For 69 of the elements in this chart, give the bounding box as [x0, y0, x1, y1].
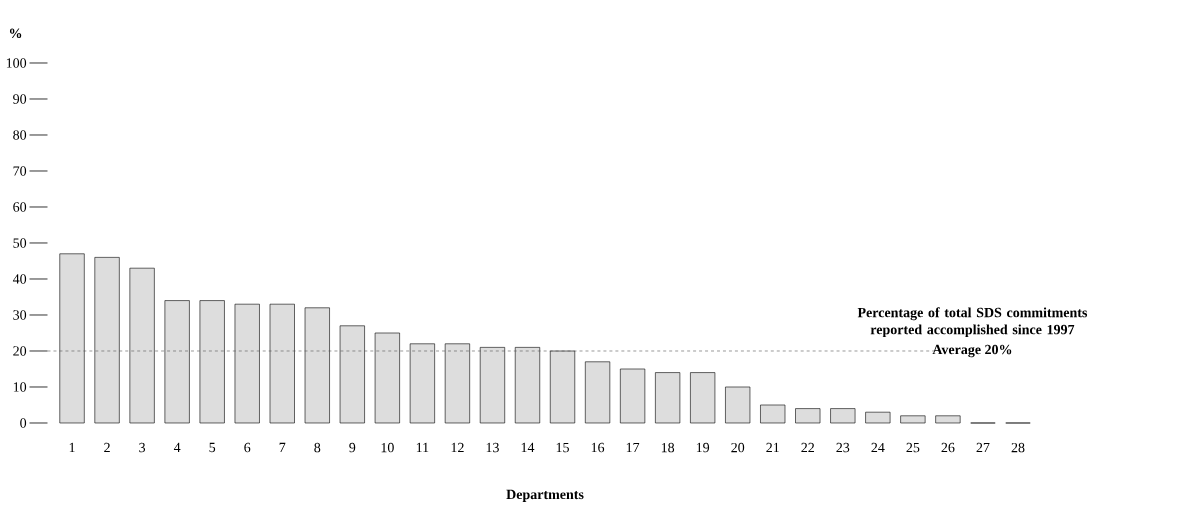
x-tick-label: 7 — [279, 443, 286, 453]
bar — [830, 408, 856, 424]
x-tick-label: 25 — [906, 443, 920, 453]
x-tick-label: 17 — [626, 443, 640, 453]
bar — [444, 343, 470, 424]
x-tick-label: 23 — [836, 443, 850, 453]
x-tick-label: 12 — [451, 443, 464, 453]
y-axis-title: % — [9, 28, 22, 39]
x-tick-label: 15 — [556, 443, 569, 453]
y-tick-label: 40 — [12, 274, 27, 284]
bar — [234, 304, 260, 424]
y-tick-label: 30 — [13, 310, 27, 320]
bar — [339, 325, 365, 424]
x-tick-label: 1 — [69, 443, 75, 453]
ref-line-label: Average 20% — [932, 344, 1012, 358]
y-tick-label: 70 — [13, 166, 27, 176]
y-tick-label: 60 — [13, 202, 27, 212]
x-tick-label: 6 — [244, 443, 251, 453]
x-tick-label: 11 — [416, 443, 429, 453]
annotation: Percentage of total SDS commitments reported accomplished since 1997 — [857, 307, 1088, 338]
bar — [199, 300, 225, 424]
x-tick-label: 9 — [349, 443, 356, 453]
x-tick-label: 24 — [871, 443, 885, 453]
y-tick-label: 10 — [13, 382, 27, 392]
x-tick-label: 20 — [731, 443, 745, 453]
bar — [374, 332, 400, 424]
x-axis-title: Departments — [506, 489, 584, 503]
bar — [620, 368, 646, 424]
x-tick-label: 28 — [1011, 443, 1025, 453]
x-tick-label: 26 — [941, 443, 955, 453]
bar — [690, 372, 716, 424]
x-tick-label: 10 — [381, 443, 394, 453]
y-tick-label: 100 — [6, 58, 27, 68]
bar — [725, 386, 751, 424]
bar — [900, 415, 926, 424]
y-tick-label: 80 — [13, 130, 27, 140]
x-tick-label: 13 — [486, 443, 499, 453]
bar — [269, 304, 295, 424]
bar — [865, 412, 891, 424]
bar — [760, 404, 786, 424]
bar — [514, 347, 541, 424]
bar — [585, 361, 611, 424]
x-tick-label: 3 — [139, 443, 146, 453]
bar — [129, 268, 155, 424]
x-tick-label: 16 — [591, 443, 605, 453]
bar — [549, 350, 576, 424]
bar — [94, 257, 120, 424]
bar — [59, 253, 85, 424]
x-tick-label: 2 — [104, 443, 110, 453]
y-tick-label: 50 — [13, 238, 27, 248]
bar — [935, 415, 961, 424]
x-tick-label: 5 — [209, 443, 216, 453]
x-tick-label: 14 — [521, 443, 535, 453]
x-tick-label: 27 — [976, 443, 990, 453]
x-tick-label: 21 — [766, 443, 779, 453]
bar — [479, 347, 506, 424]
bar — [795, 408, 821, 424]
x-tick-label: 18 — [661, 443, 675, 453]
y-tick-label: 20 — [13, 346, 27, 356]
y-tick-label: 0 — [20, 418, 27, 428]
bar — [655, 372, 681, 424]
x-tick-label: 4 — [173, 443, 181, 453]
x-tick-label: 8 — [314, 443, 321, 453]
bar — [164, 300, 190, 424]
x-tick-label: 22 — [801, 443, 815, 453]
x-tick-label: 19 — [696, 443, 710, 453]
y-tick-label: 90 — [13, 94, 27, 104]
bar — [409, 343, 435, 424]
bar — [304, 307, 330, 424]
